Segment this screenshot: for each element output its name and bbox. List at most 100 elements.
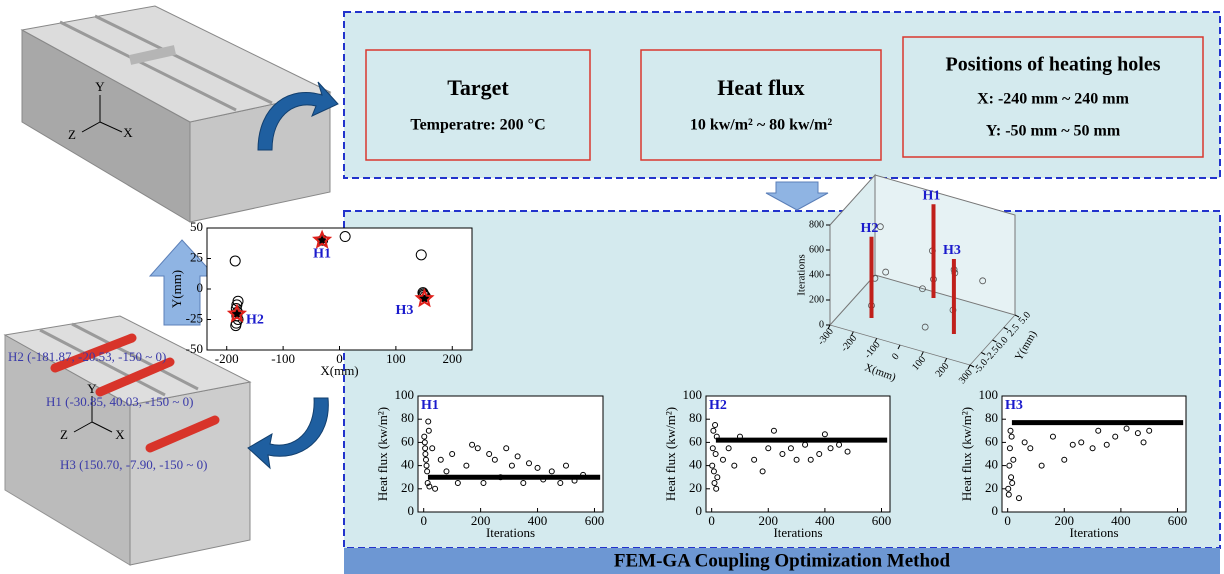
data-point	[474, 445, 481, 452]
data-point	[1103, 441, 1110, 448]
hole-name: H3	[943, 243, 961, 258]
box-title: Heat flux	[717, 75, 804, 100]
hole-name: H2	[246, 312, 264, 327]
x-tick-label: 0	[1004, 513, 1011, 528]
data-point	[1095, 427, 1102, 434]
axis-letter: Z	[60, 427, 68, 442]
data-point	[454, 480, 461, 486]
groove	[128, 45, 177, 65]
hole-label: H3 (150.70, -7.90, -150 ~ 0)	[60, 457, 208, 472]
groove	[71, 322, 199, 391]
x-tick-label: 0	[420, 513, 427, 528]
axis-letter: Y	[87, 381, 97, 396]
y-tick	[1014, 314, 1020, 318]
data-point	[514, 453, 521, 460]
data-point	[563, 462, 569, 469]
y-tick-label: 20	[401, 480, 414, 495]
y-axis-label: Heat flux (kw/m²)	[663, 407, 678, 501]
data-point	[421, 433, 428, 440]
x-tick-label: 200	[471, 513, 491, 528]
plot-label: H2	[709, 398, 727, 413]
hole-name: H1	[313, 246, 331, 261]
heating-hole	[145, 415, 220, 453]
data-point	[1005, 485, 1012, 492]
data-point	[424, 468, 431, 475]
data-point	[793, 456, 800, 463]
plot-frame	[206, 227, 473, 351]
plot-frame	[705, 395, 891, 513]
data-point	[1027, 445, 1034, 452]
data-point	[508, 462, 515, 469]
x-tick	[897, 344, 901, 350]
x-tick-label: 400	[528, 513, 548, 528]
data-point	[437, 456, 444, 463]
data-point	[1140, 439, 1147, 446]
data-point	[422, 445, 429, 452]
box-line: 10 kw/m² ~ 80 kw/m²	[690, 117, 833, 134]
y-tick-label: 0	[408, 503, 415, 518]
data-point	[787, 445, 794, 452]
data-point	[1008, 474, 1015, 481]
x-tick	[920, 351, 924, 356]
x-tick-label: 400	[1111, 513, 1131, 528]
data-point	[731, 462, 738, 469]
x-tick-label: 200	[1055, 513, 1075, 528]
x-tick	[827, 324, 831, 330]
banner-bg	[344, 548, 1220, 574]
data-point	[844, 448, 851, 455]
optimum-star	[226, 303, 248, 323]
axes-glyph	[81, 95, 123, 133]
x-axis-label: Iterations	[1069, 525, 1118, 540]
data-point	[713, 433, 720, 440]
data-point	[421, 439, 428, 446]
data-point	[449, 451, 456, 457]
data-point	[463, 462, 470, 469]
y-tick-label: 0	[197, 280, 204, 295]
y-tick-label: 60	[401, 433, 414, 448]
data-point	[1010, 456, 1017, 463]
data-point	[339, 231, 351, 243]
banner: FEM-GA Coupling Optimization Method	[614, 550, 951, 571]
groove	[59, 20, 237, 112]
x-tick-label: 0	[336, 351, 343, 366]
axis-letter: Y	[95, 79, 105, 94]
data-point	[719, 456, 726, 463]
input-box	[640, 49, 882, 161]
groove	[39, 328, 166, 397]
data-point	[426, 483, 433, 490]
data-point	[1123, 425, 1130, 432]
box-title: Target	[447, 75, 509, 100]
data-point	[1049, 433, 1056, 440]
input-box	[902, 36, 1204, 158]
y-axis-label: Y(mm)	[169, 270, 184, 308]
x-tick	[874, 338, 878, 343]
z-tick-label: 400	[809, 269, 824, 280]
data-point	[836, 441, 843, 448]
hole-label: H2 (-181.87, -20.53, -150 ~ 0)	[8, 349, 166, 364]
data-point	[710, 427, 717, 434]
y-tick	[1003, 327, 1008, 330]
x-tick-label: 200	[759, 513, 779, 528]
data-point	[1078, 439, 1085, 446]
data-point	[480, 480, 487, 486]
hole-name: H3	[396, 303, 414, 318]
data-point	[1061, 456, 1068, 463]
y-tick-label: 25	[190, 249, 203, 264]
x-tick-label: 100	[386, 351, 406, 366]
x-tick	[967, 364, 971, 370]
block-face	[129, 381, 251, 566]
z-tick-label: 0	[819, 319, 824, 330]
box-line: Temperatre: 200 °C	[410, 117, 545, 134]
y-tick-label: -50	[186, 341, 203, 356]
y-axis-label: Heat flux (kw/m²)	[375, 407, 390, 501]
heating-hole	[95, 357, 175, 397]
x-axis-label: Iterations	[486, 525, 535, 540]
groove	[94, 14, 273, 105]
data-point	[821, 431, 828, 438]
axes-glyph	[73, 396, 113, 433]
x-tick-label: 200	[443, 351, 463, 366]
data-point	[540, 476, 547, 483]
data-point	[1007, 427, 1014, 434]
z-tick-label: 600	[809, 244, 824, 255]
